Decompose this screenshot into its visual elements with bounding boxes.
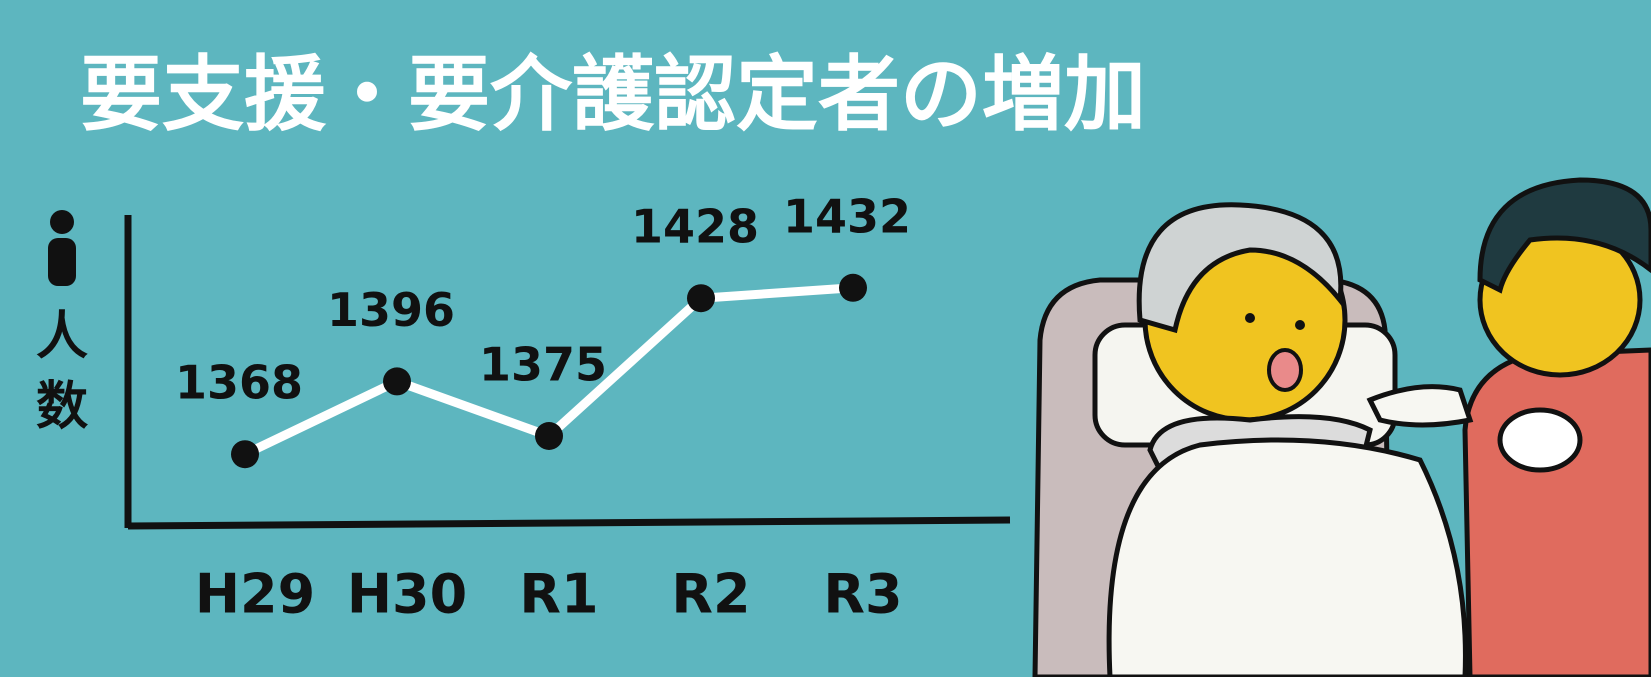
- data-label: 1368: [175, 356, 303, 410]
- person-icon-body: [48, 238, 76, 286]
- data-label: 1432: [783, 189, 911, 243]
- chart: 要支援・要介護認定者の増加 人数 H29H30R1R2R313681396137…: [0, 0, 1651, 677]
- data-label: 1428: [631, 200, 759, 254]
- data-label: 1375: [479, 338, 607, 392]
- data-label: 1396: [327, 283, 455, 337]
- x-tick-label: R2: [671, 563, 750, 626]
- x-tick-label: R3: [823, 563, 902, 626]
- x-tick-label: H29: [195, 563, 315, 626]
- point: [535, 422, 563, 450]
- x-tick-label: R1: [519, 563, 598, 626]
- chart-title: 要支援・要介護認定者の増加: [80, 47, 1146, 142]
- point: [687, 284, 715, 312]
- point: [839, 274, 867, 302]
- x-tick-label: H30: [347, 563, 467, 626]
- point: [383, 367, 411, 395]
- person-icon-head: [50, 210, 74, 234]
- point: [231, 440, 259, 468]
